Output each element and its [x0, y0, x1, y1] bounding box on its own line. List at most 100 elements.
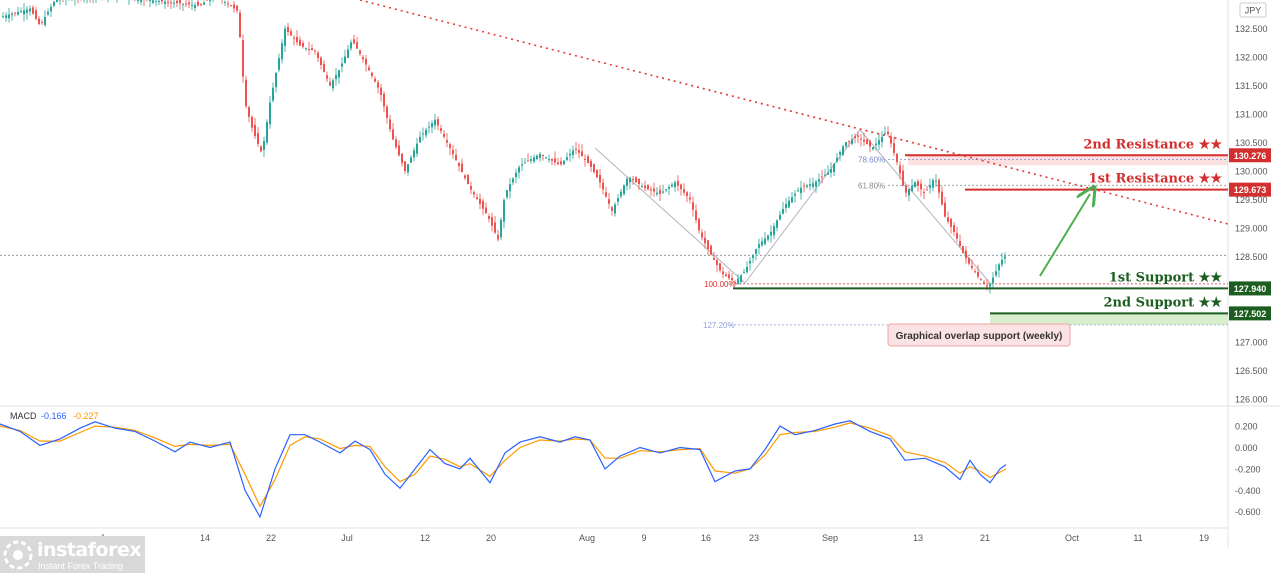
- level-label: 1st Support ★★: [1109, 270, 1223, 285]
- candle-body: [824, 174, 826, 176]
- candle-body: [599, 174, 601, 183]
- candle-body: [794, 193, 796, 196]
- candle-body: [707, 240, 709, 249]
- candle-body: [887, 131, 889, 135]
- candle-body: [980, 279, 982, 281]
- candle-body: [503, 200, 505, 222]
- candle-body: [845, 142, 847, 147]
- candle-body: [302, 42, 304, 47]
- candle-body: [347, 49, 349, 58]
- candle-body: [584, 158, 586, 160]
- candle-body: [362, 56, 364, 60]
- price-tick-label: 130.000: [1235, 167, 1268, 177]
- candle-body: [284, 28, 286, 46]
- candle-body: [653, 188, 655, 192]
- candle-body: [398, 145, 400, 156]
- candle-body: [329, 82, 331, 86]
- candle-body: [581, 151, 583, 157]
- candle-body: [386, 106, 388, 118]
- candle-body: [509, 184, 511, 192]
- candle-body: [605, 192, 607, 197]
- candle-body: [647, 185, 649, 190]
- candle-body: [773, 226, 775, 236]
- candle-body: [176, 0, 178, 4]
- candle-body: [623, 185, 625, 195]
- candle-body: [785, 204, 787, 209]
- candle-body: [761, 241, 763, 246]
- level-price-tag: [1229, 182, 1271, 197]
- time-tick-label: 11: [1133, 533, 1142, 543]
- macd-tick-label: -0.200: [1235, 464, 1261, 474]
- price-tick-label: 129.000: [1235, 224, 1268, 234]
- time-tick-label: 16: [701, 533, 711, 543]
- candle-body: [239, 12, 241, 38]
- candle-body: [749, 260, 751, 264]
- candle-body: [797, 190, 799, 192]
- candle-body: [476, 197, 478, 200]
- candle-body: [935, 180, 937, 182]
- candle-body: [167, 1, 169, 3]
- candle-body: [5, 15, 7, 18]
- price-tick-label: 128.500: [1235, 252, 1268, 262]
- candle-body: [920, 183, 922, 190]
- candle-body: [560, 161, 562, 165]
- time-tick-label: Aug: [579, 533, 595, 543]
- candle-body: [617, 198, 619, 202]
- candle-body: [44, 17, 46, 26]
- time-tick-label: 12: [420, 533, 430, 543]
- candle-body: [833, 163, 835, 173]
- candle-body: [914, 182, 916, 188]
- candle-body: [188, 2, 190, 5]
- candle-body: [539, 153, 541, 158]
- candle-body: [515, 172, 517, 178]
- macd-title: MACD: [10, 411, 37, 421]
- macd-value: -0.166: [41, 411, 67, 421]
- macd-axis: 0.200 0.000 -0.200 -0.400 -0.600: [1235, 422, 1261, 518]
- candle-body: [674, 182, 676, 188]
- candle-body: [917, 181, 919, 186]
- resistance-zone: [908, 155, 1228, 166]
- candle-body: [47, 11, 49, 15]
- candle-body: [26, 9, 28, 13]
- candle-body: [863, 139, 865, 142]
- candle-body: [788, 200, 790, 208]
- candle-body: [683, 189, 685, 193]
- candle-body: [506, 190, 508, 198]
- candle-body: [263, 141, 265, 150]
- candle-body: [755, 249, 757, 254]
- candle-body: [938, 179, 940, 193]
- price-tick-label: 132.000: [1235, 53, 1268, 63]
- candle-body: [479, 198, 481, 204]
- candle-body: [491, 217, 493, 226]
- candle-body: [602, 182, 604, 190]
- candle-body: [551, 158, 553, 161]
- candle-body: [803, 185, 805, 187]
- time-tick-label: Jul: [341, 533, 353, 543]
- candle-body: [137, 0, 139, 1]
- candle-body: [191, 4, 193, 6]
- candle-body: [335, 75, 337, 80]
- watermark: instaforex Instant Forex Trading: [0, 536, 145, 573]
- candle-body: [836, 157, 838, 162]
- candle-body: [1004, 256, 1006, 259]
- candle-body: [290, 31, 292, 36]
- candle-body: [356, 42, 358, 49]
- candle-body: [374, 78, 376, 82]
- candle-body: [968, 257, 970, 264]
- candle-body: [974, 271, 976, 273]
- candle-body: [194, 5, 196, 8]
- time-tick-label: 9: [641, 533, 646, 543]
- price-tick-label: 127.000: [1235, 338, 1268, 348]
- candle-body: [416, 143, 418, 154]
- fibonacci-guides: [594, 129, 991, 284]
- candle-body: [359, 50, 361, 54]
- candle-body: [317, 52, 319, 59]
- candle-body: [767, 235, 769, 240]
- candle-body: [512, 178, 514, 183]
- candle-body: [401, 153, 403, 164]
- candle-body: [269, 102, 271, 125]
- candle-body: [545, 157, 547, 159]
- candle-body: [533, 157, 535, 162]
- candle-body: [809, 184, 811, 186]
